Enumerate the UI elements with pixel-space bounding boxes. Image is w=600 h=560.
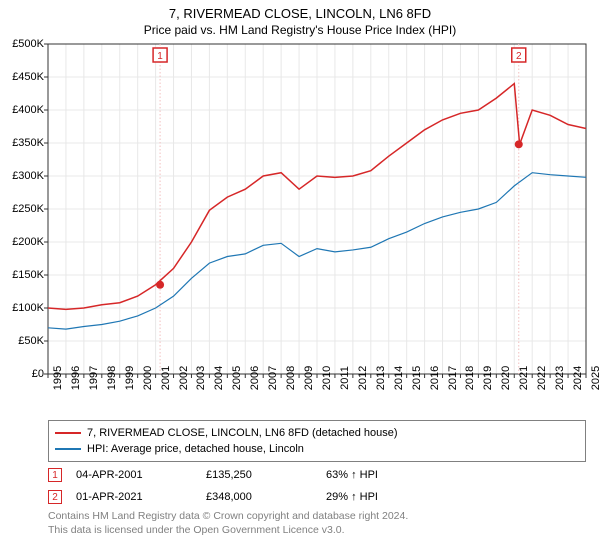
legend-label-hpi: HPI: Average price, detached house, Linc… xyxy=(87,443,304,455)
x-tick-label: 2002 xyxy=(178,366,190,390)
legend: 7, RIVERMEAD CLOSE, LINCOLN, LN6 8FD (de… xyxy=(48,420,586,462)
marker-date-1: 04-APR-2001 xyxy=(76,469,206,481)
footer-line1: Contains HM Land Registry data © Crown c… xyxy=(48,510,586,524)
y-tick-label: £350K xyxy=(0,137,44,149)
x-tick-label: 1999 xyxy=(124,366,136,390)
y-tick-label: £200K xyxy=(0,236,44,248)
footer: Contains HM Land Registry data © Crown c… xyxy=(48,510,586,537)
x-tick-label: 2000 xyxy=(142,366,154,390)
x-tick-label: 2025 xyxy=(590,366,600,390)
x-tick-label: 2001 xyxy=(160,366,172,390)
y-tick-label: £100K xyxy=(0,302,44,314)
marker-box-1: 1 xyxy=(48,468,62,482)
x-tick-label: 1996 xyxy=(70,366,82,390)
x-tick-label: 2003 xyxy=(195,366,207,390)
x-tick-label: 2019 xyxy=(482,366,494,390)
plot-svg: 12 xyxy=(48,44,586,374)
chart-title-line1: 7, RIVERMEAD CLOSE, LINCOLN, LN6 8FD xyxy=(0,0,600,21)
marker-table: 1 04-APR-2001 £135,250 63% ↑ HPI 2 01-AP… xyxy=(48,462,586,506)
x-tick-label: 2020 xyxy=(500,366,512,390)
y-tick-label: £250K xyxy=(0,203,44,215)
x-tick-label: 2004 xyxy=(213,366,225,390)
chart-title-line2: Price paid vs. HM Land Registry's House … xyxy=(0,21,600,37)
marker-row-2: 2 01-APR-2021 £348,000 29% ↑ HPI xyxy=(48,488,586,506)
x-tick-label: 2021 xyxy=(518,366,530,390)
x-tick-label: 1995 xyxy=(52,366,64,390)
legend-row-hpi: HPI: Average price, detached house, Linc… xyxy=(55,441,579,457)
x-tick-label: 1998 xyxy=(106,366,118,390)
y-tick-label: £400K xyxy=(0,104,44,116)
legend-swatch-hpi xyxy=(55,448,81,450)
marker-delta-1: 63% ↑ HPI xyxy=(326,469,426,481)
x-tick-label: 2012 xyxy=(357,366,369,390)
chart-container: 7, RIVERMEAD CLOSE, LINCOLN, LN6 8FD Pri… xyxy=(0,0,600,560)
x-tick-label: 2007 xyxy=(267,366,279,390)
plot-area: 12 xyxy=(48,44,586,374)
x-tick-label: 2005 xyxy=(231,366,243,390)
x-tick-label: 2022 xyxy=(536,366,548,390)
legend-swatch-price-paid xyxy=(55,432,81,434)
marker-date-2: 01-APR-2021 xyxy=(76,491,206,503)
legend-label-price-paid: 7, RIVERMEAD CLOSE, LINCOLN, LN6 8FD (de… xyxy=(87,427,398,439)
x-tick-label: 2023 xyxy=(554,366,566,390)
x-tick-label: 2013 xyxy=(375,366,387,390)
x-tick-label: 2011 xyxy=(339,366,351,390)
x-tick-label: 2015 xyxy=(411,366,423,390)
marker-price-2: £348,000 xyxy=(206,491,326,503)
y-tick-label: £150K xyxy=(0,269,44,281)
marker-row-1: 1 04-APR-2001 £135,250 63% ↑ HPI xyxy=(48,466,586,484)
x-tick-label: 2010 xyxy=(321,366,333,390)
x-tick-label: 2024 xyxy=(572,366,584,390)
legend-row-price-paid: 7, RIVERMEAD CLOSE, LINCOLN, LN6 8FD (de… xyxy=(55,425,579,441)
y-tick-label: £500K xyxy=(0,38,44,50)
x-tick-label: 2008 xyxy=(285,366,297,390)
marker-price-1: £135,250 xyxy=(206,469,326,481)
marker-box-2: 2 xyxy=(48,490,62,504)
marker-number-2: 2 xyxy=(52,492,58,503)
x-tick-label: 2017 xyxy=(447,366,459,390)
x-tick-label: 2018 xyxy=(464,366,476,390)
svg-text:1: 1 xyxy=(157,51,163,62)
y-tick-label: £300K xyxy=(0,170,44,182)
x-tick-label: 2009 xyxy=(303,366,315,390)
x-tick-label: 2016 xyxy=(429,366,441,390)
x-tick-label: 2006 xyxy=(249,366,261,390)
footer-line2: This data is licensed under the Open Gov… xyxy=(48,524,586,538)
marker-number-1: 1 xyxy=(52,470,58,481)
svg-text:2: 2 xyxy=(516,51,522,62)
marker-delta-2: 29% ↑ HPI xyxy=(326,491,426,503)
x-tick-label: 2014 xyxy=(393,366,405,390)
y-tick-label: £450K xyxy=(0,71,44,83)
y-tick-label: £0 xyxy=(0,368,44,380)
x-tick-label: 1997 xyxy=(88,366,100,390)
y-tick-label: £50K xyxy=(0,335,44,347)
